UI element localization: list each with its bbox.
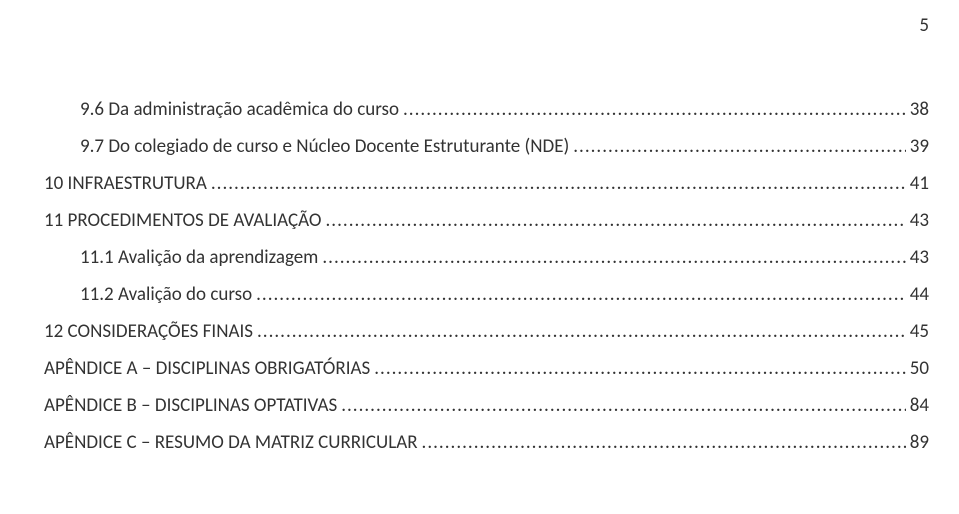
toc-entry: 11.1 Avalição da aprendizagem 43 [44,248,929,267]
toc-entry-page: 41 [910,174,929,193]
toc-leader-dots [256,285,906,304]
toc-entry-label: 11.2 Avalição do curso [80,285,252,304]
toc-entry-page: 38 [910,100,929,119]
toc-entry: 10 INFRAESTRUTURA 41 [44,174,929,193]
toc-entry-label: 10 INFRAESTRUTURA [44,174,207,193]
document-page: 5 9.6 Da administração acadêmica do curs… [0,0,959,514]
toc-entry-page: 43 [910,211,929,230]
toc-entry-label: 9.6 Da administração acadêmica do curso [80,100,399,119]
toc-leader-dots [211,174,906,193]
page-number: 5 [919,14,929,37]
toc-entry-label: 12 CONSIDERAÇÕES FINAIS [44,322,253,341]
toc-entry-page: 44 [910,285,929,304]
toc-leader-dots [257,322,906,341]
toc-leader-dots [422,433,906,452]
toc-entry-page: 43 [910,248,929,267]
toc-leader-dots [403,100,906,119]
toc-entry-label: 11 PROCEDIMENTOS DE AVALIAÇÃO [44,211,322,230]
toc-entry-label: APÊNDICE A – DISCIPLINAS OBRIGATÓRIAS [44,359,370,378]
toc-entry-label: 9.7 Do colegiado de curso e Núcleo Docen… [80,137,569,156]
toc-entry: 12 CONSIDERAÇÕES FINAIS 45 [44,322,929,341]
toc-entry-label: APÊNDICE B – DISCIPLINAS OPTATIVAS [44,396,337,415]
toc-entry-page: 89 [910,433,929,452]
table-of-contents: 9.6 Da administração acadêmica do curso … [44,100,929,470]
toc-entry: 11 PROCEDIMENTOS DE AVALIAÇÃO 43 [44,211,929,230]
toc-entry-page: 39 [910,137,929,156]
toc-leader-dots [374,359,906,378]
toc-entry: 9.7 Do colegiado de curso e Núcleo Docen… [44,137,929,156]
toc-entry: 9.6 Da administração acadêmica do curso … [44,100,929,119]
toc-entry: 11.2 Avalição do curso 44 [44,285,929,304]
toc-entry: APÊNDICE A – DISCIPLINAS OBRIGATÓRIAS 50 [44,359,929,378]
toc-entry: APÊNDICE B – DISCIPLINAS OPTATIVAS 84 [44,396,929,415]
toc-entry-page: 45 [910,322,929,341]
toc-leader-dots [573,137,905,156]
toc-entry-page: 84 [910,396,929,415]
toc-entry-page: 50 [910,359,929,378]
toc-leader-dots [326,211,906,230]
toc-entry-label: APÊNDICE C – RESUMO DA MATRIZ CURRICULAR [44,433,418,452]
toc-entry: APÊNDICE C – RESUMO DA MATRIZ CURRICULAR… [44,433,929,452]
toc-leader-dots [322,248,905,267]
toc-leader-dots [341,396,906,415]
toc-entry-label: 11.1 Avalição da aprendizagem [80,248,318,267]
